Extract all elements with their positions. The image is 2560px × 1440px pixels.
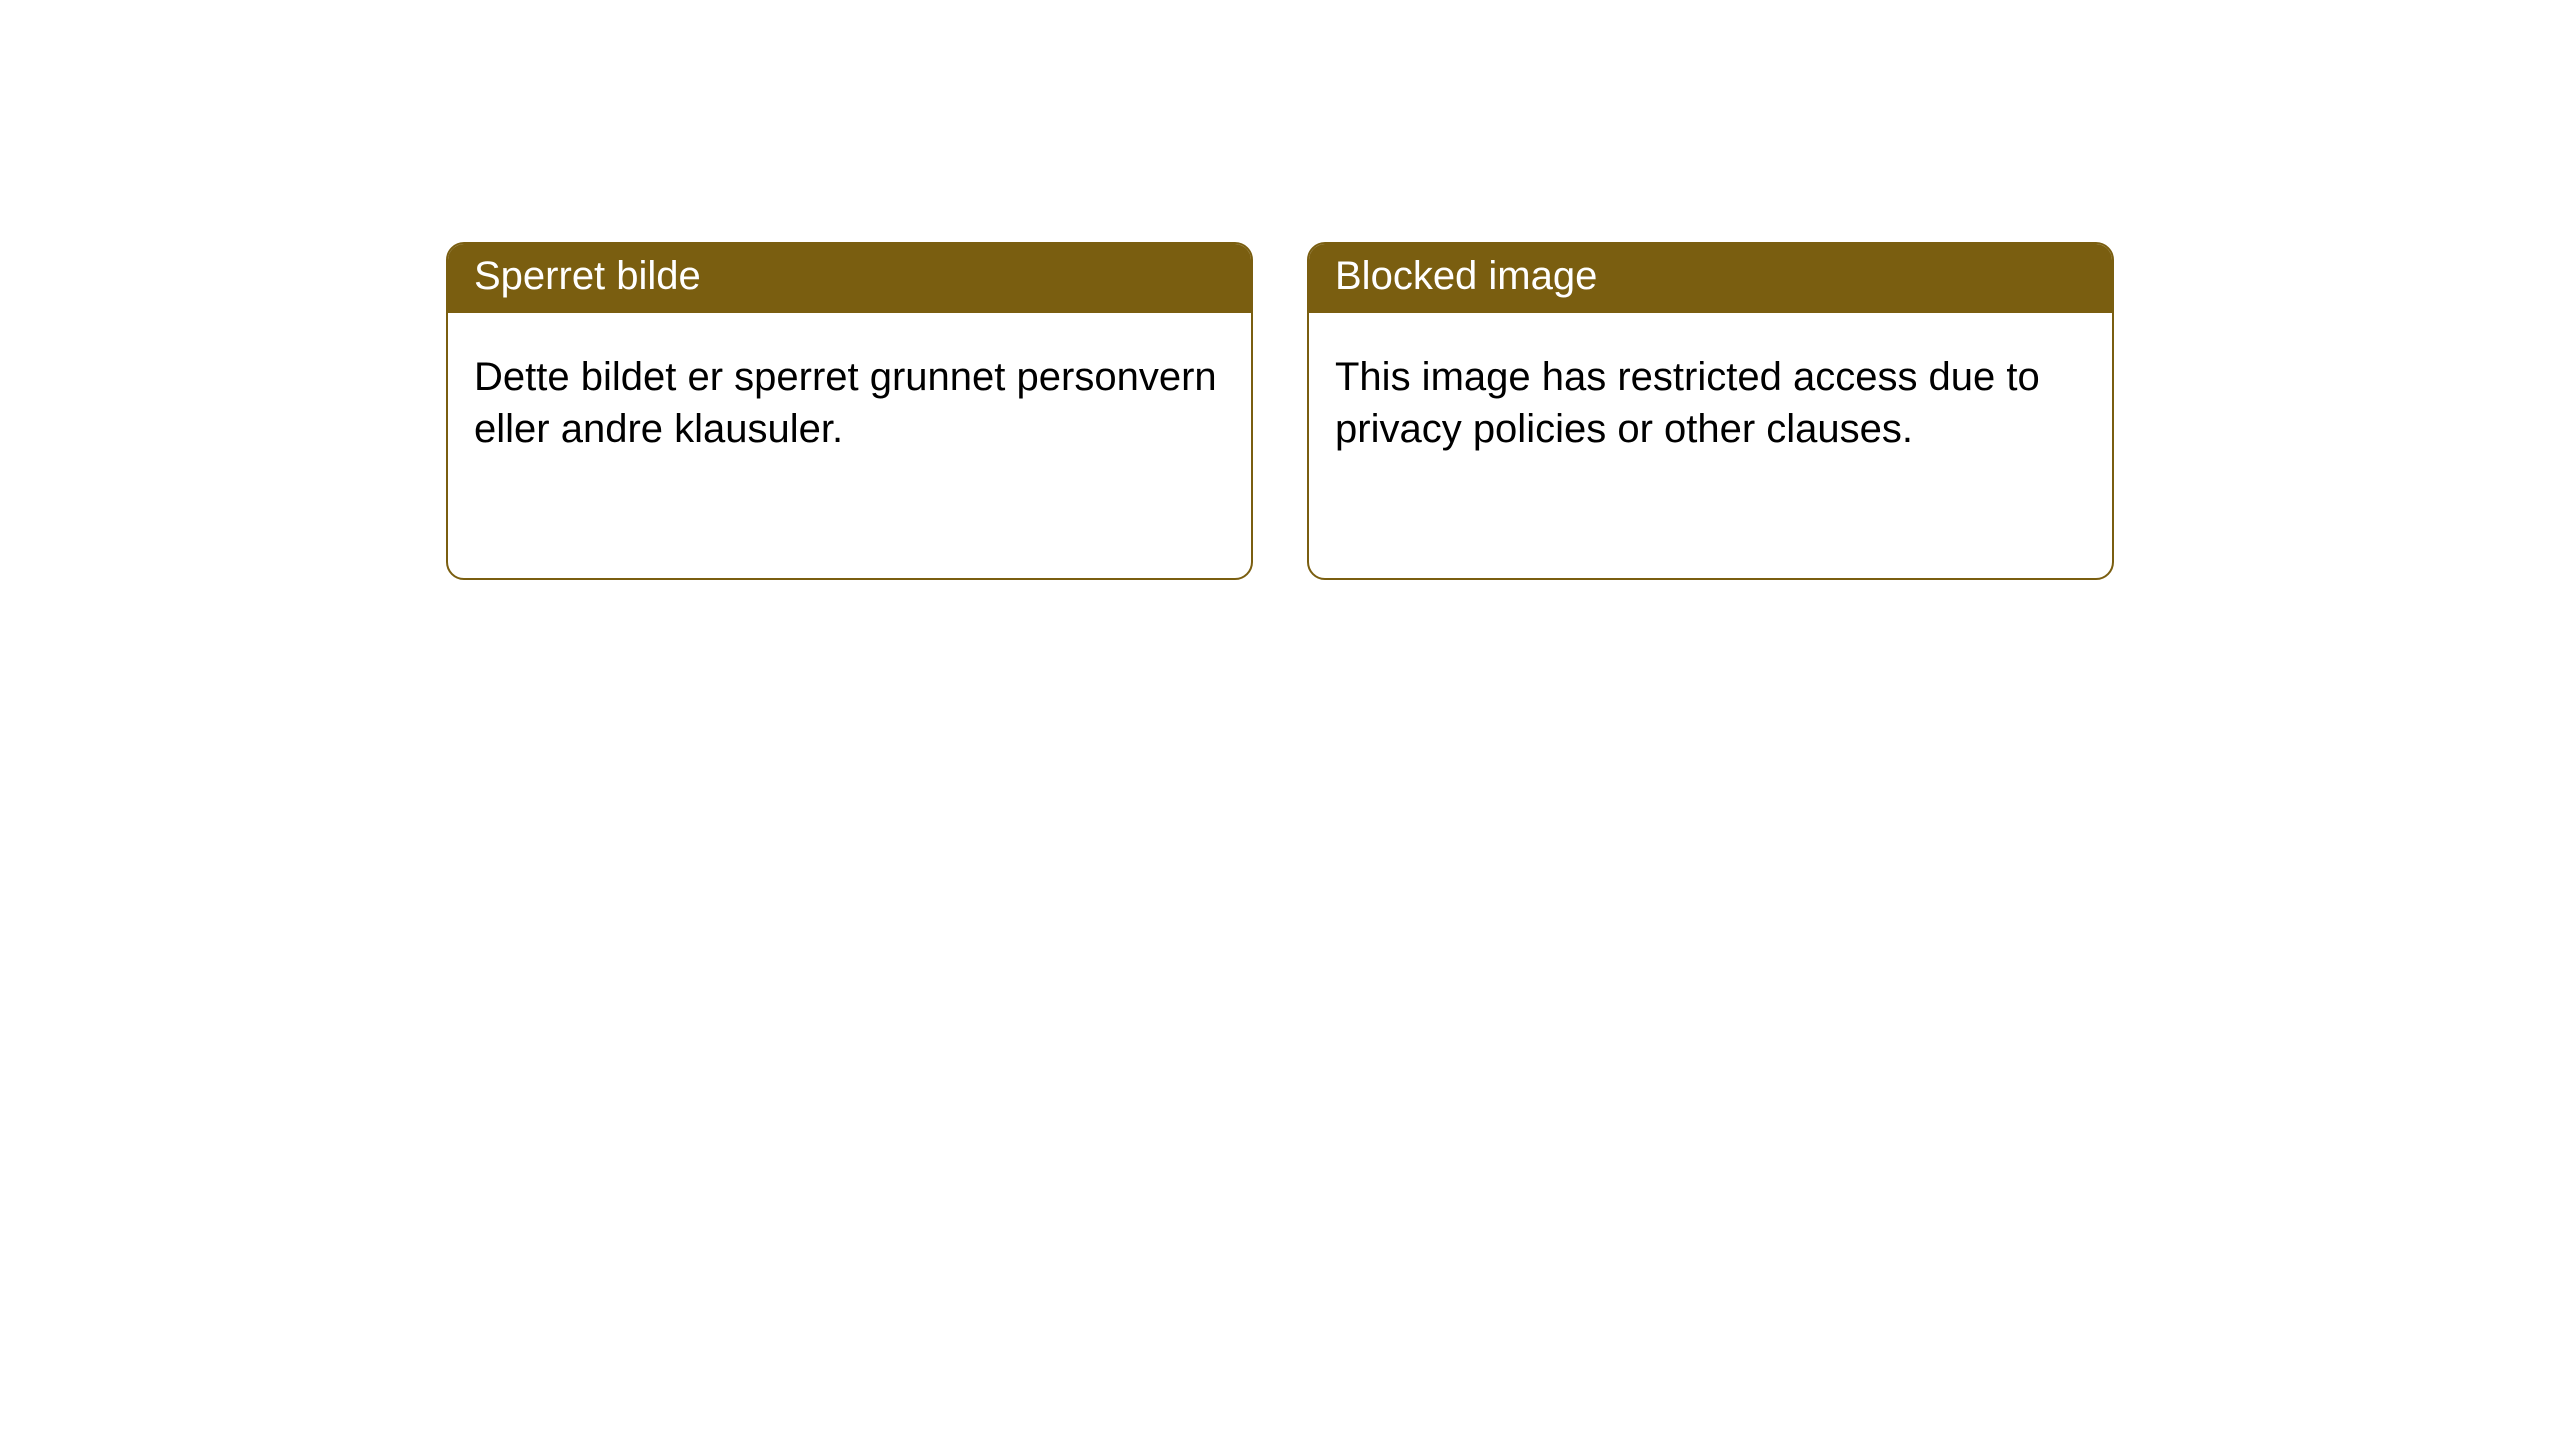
blocked-image-cards: Sperret bilde Dette bildet er sperret gr… xyxy=(0,242,2560,580)
blocked-image-card-no: Sperret bilde Dette bildet er sperret gr… xyxy=(446,242,1253,580)
card-header: Sperret bilde xyxy=(448,244,1251,313)
card-body: Dette bildet er sperret grunnet personve… xyxy=(448,313,1251,481)
card-body: This image has restricted access due to … xyxy=(1309,313,2112,481)
card-header: Blocked image xyxy=(1309,244,2112,313)
blocked-image-card-en: Blocked image This image has restricted … xyxy=(1307,242,2114,580)
